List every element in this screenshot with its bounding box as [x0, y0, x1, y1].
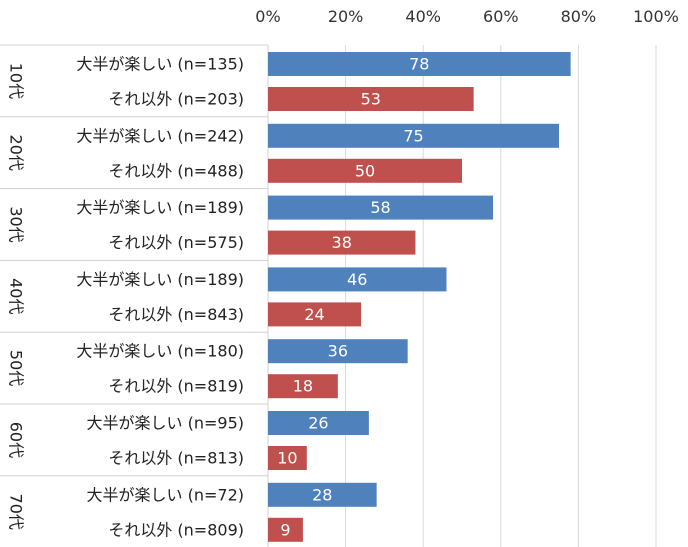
category-label: 大半が楽しい (n=72)	[87, 485, 244, 504]
group-labels: 10代 20代 30代 40代 50代 60代 70代	[7, 63, 26, 530]
category-label: 大半が楽しい (n=189)	[76, 270, 244, 289]
x-tick-label: 80%	[561, 7, 597, 26]
group-label: 70代	[7, 494, 26, 530]
bar-value-label: 58	[370, 198, 390, 217]
bar	[268, 302, 362, 327]
bar	[268, 195, 494, 220]
group-label: 20代	[7, 135, 26, 171]
bar-value-label: 36	[328, 342, 348, 361]
bar-value-label: 78	[409, 55, 429, 74]
x-tick-label: 0%	[255, 7, 280, 26]
bar	[268, 230, 416, 255]
group-label: 30代	[7, 206, 26, 242]
bar-value-label: 53	[361, 90, 381, 109]
category-label: 大半が楽しい (n=95)	[87, 414, 244, 433]
bar-value-label: 24	[304, 305, 324, 324]
bar-value-label: 38	[332, 233, 352, 252]
category-labels: 大半が楽しい (n=135) それ以外 (n=203) 大半が楽しい (n=242)…	[76, 55, 244, 540]
bar-value-label: 26	[308, 414, 328, 433]
category-label: それ以外 (n=488)	[108, 161, 244, 180]
category-label: 大半が楽しい (n=189)	[76, 198, 244, 217]
category-label: 大半が楽しい (n=180)	[76, 342, 244, 361]
x-tick-label: 20%	[328, 7, 364, 26]
bar	[268, 123, 559, 148]
bar-value-label: 9	[280, 520, 290, 539]
bar	[268, 339, 408, 364]
category-label: 大半が楽しい (n=242)	[76, 126, 244, 145]
group-label: 10代	[7, 63, 26, 99]
bar	[268, 374, 338, 399]
x-tick-label: 60%	[483, 7, 519, 26]
bar-value-label: 18	[293, 377, 313, 396]
x-tick-label: 40%	[405, 7, 441, 26]
bar-value-label: 10	[277, 449, 297, 468]
bar-value-label: 50	[355, 161, 375, 180]
bar	[268, 158, 462, 183]
bar	[268, 482, 377, 507]
bar	[268, 52, 571, 76]
bar	[268, 446, 307, 470]
category-label: それ以外 (n=809)	[108, 520, 244, 539]
category-label: 大半が楽しい (n=135)	[76, 55, 244, 74]
category-label: それ以外 (n=843)	[108, 305, 244, 324]
group-label: 60代	[7, 422, 26, 458]
bar-value-label: 46	[347, 270, 367, 289]
bar	[268, 411, 369, 435]
x-tick-label: 100%	[633, 7, 679, 26]
bar-value-label: 28	[312, 485, 332, 504]
bar-value-label: 75	[403, 126, 423, 145]
group-label: 40代	[7, 278, 26, 314]
x-axis-ticks: 0% 20% 40% 60% 80% 100%	[255, 7, 679, 26]
category-label: それ以外 (n=813)	[108, 449, 244, 468]
category-label: それ以外 (n=819)	[108, 377, 244, 396]
group-separators	[0, 44, 269, 547]
group-label: 50代	[7, 350, 26, 386]
category-label: それ以外 (n=203)	[108, 90, 244, 109]
category-label: それ以外 (n=575)	[108, 233, 244, 252]
gridlines	[267, 45, 657, 547]
bar	[268, 267, 447, 292]
bar	[268, 517, 303, 542]
bar	[268, 87, 474, 111]
